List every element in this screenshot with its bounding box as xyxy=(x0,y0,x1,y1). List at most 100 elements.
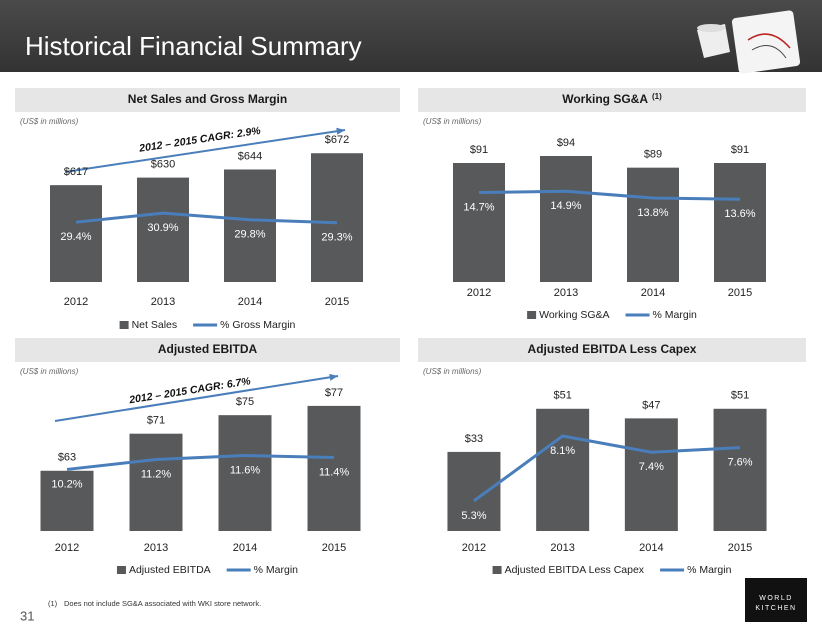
chart-title: Net Sales and Gross Margin xyxy=(128,92,287,106)
chart-title-text: Working SG&A xyxy=(562,92,648,106)
x-tick-label: 2012 xyxy=(55,542,79,554)
legend: Adjusted EBITDA Less Capex % Margin xyxy=(492,564,732,576)
x-tick-label: 2013 xyxy=(144,542,168,554)
line-value-label: 14.9% xyxy=(550,200,581,212)
chart-subtitle: (US$ in millions) xyxy=(423,117,482,126)
line-value-label: 29.3% xyxy=(321,232,352,244)
margin-line xyxy=(478,189,741,201)
x-tick-label: 2014 xyxy=(233,542,257,554)
chart-subtitle: (US$ in millions) xyxy=(423,367,482,376)
x-tick-label: 2014 xyxy=(639,542,663,554)
bar-value-label: $91 xyxy=(731,144,749,156)
legend-label: % Gross Margin xyxy=(220,319,295,331)
footnote-marker: (1) xyxy=(48,599,58,608)
x-tick-label: 2015 xyxy=(325,296,349,308)
legend: Adjusted EBITDA % Margin xyxy=(116,564,299,576)
legend-label: % Margin xyxy=(687,564,732,576)
chart-title-text: Adjusted EBITDA Less Capex xyxy=(528,342,697,356)
chart-title-bar xyxy=(418,88,806,112)
line-value-label: 13.8% xyxy=(637,207,668,219)
bar-value-label: $644 xyxy=(238,150,262,162)
cagr-arrow-head xyxy=(329,373,338,381)
page-title: Historical Financial Summary xyxy=(25,31,362,61)
bar-value-label: $51 xyxy=(731,390,749,402)
x-tick-label: 2015 xyxy=(322,542,346,554)
legend: Net Sales % Gross Margin xyxy=(119,319,296,331)
cagr-arrow xyxy=(64,129,346,173)
logo-text: WORLD xyxy=(759,595,793,602)
chart-title-note: (1) xyxy=(652,92,662,101)
line-value-label: 29.4% xyxy=(60,231,91,243)
bar xyxy=(50,185,102,282)
chart-title-text: Net Sales and Gross Margin xyxy=(128,92,287,106)
footnote: Does not include SG&A associated with WK… xyxy=(64,599,261,608)
bar xyxy=(218,415,272,531)
bar xyxy=(453,163,505,282)
bar-value-label: $91 xyxy=(470,144,488,156)
line-value-label: 14.7% xyxy=(463,201,494,213)
line-value-label: 5.3% xyxy=(461,510,486,522)
chart-title: Adjusted EBITDA Less Capex xyxy=(528,342,697,356)
line-value-label: 11.4% xyxy=(319,466,350,478)
legend-label: Adjusted EBITDA xyxy=(129,564,211,576)
line-value-label: 7.4% xyxy=(639,461,664,473)
line-value-label: 8.1% xyxy=(550,445,575,457)
chart-title-bar xyxy=(418,338,806,362)
bar xyxy=(311,153,363,282)
bar xyxy=(713,408,767,531)
bar xyxy=(624,418,678,531)
header-band xyxy=(0,0,822,72)
bar-value-label: $617 xyxy=(64,166,88,178)
bar xyxy=(714,163,766,282)
line-value-label: 13.6% xyxy=(724,208,755,220)
cagr-annotation: 2012 – 2015 CAGR: 6.7% xyxy=(128,375,253,406)
logo-box xyxy=(745,578,807,622)
line-value-label: 11.2% xyxy=(141,468,172,480)
cagr-arrow xyxy=(54,375,339,422)
chart-title-bar xyxy=(15,88,400,112)
line-value-label: 7.6% xyxy=(728,457,753,469)
legend-label: % Margin xyxy=(254,564,299,576)
line-value-label: 29.8% xyxy=(234,229,265,241)
chart-title: Adjusted EBITDA xyxy=(158,342,258,356)
legend: Working SG&A % Margin xyxy=(527,309,697,321)
x-tick-label: 2012 xyxy=(462,542,486,554)
bar xyxy=(627,167,679,282)
line-value-label: 10.2% xyxy=(51,478,82,490)
legend-swatch xyxy=(119,321,129,329)
legend-label: Working SG&A xyxy=(539,309,609,321)
chart-subtitle: (US$ in millions) xyxy=(20,117,79,126)
bar xyxy=(40,470,94,531)
margin-line xyxy=(75,211,338,225)
bar-value-label: $672 xyxy=(325,134,349,146)
bar-value-label: $77 xyxy=(325,387,343,399)
chart-title-text: Adjusted EBITDA xyxy=(158,342,258,356)
legend-swatch xyxy=(527,311,537,319)
bar xyxy=(307,405,361,531)
bar xyxy=(540,156,592,282)
bar-value-label: $47 xyxy=(642,399,660,411)
bar-value-label: $89 xyxy=(644,149,662,161)
x-tick-label: 2014 xyxy=(238,296,262,308)
legend-label: Adjusted EBITDA Less Capex xyxy=(505,564,645,576)
x-tick-label: 2013 xyxy=(151,296,175,308)
bar-value-label: $51 xyxy=(553,390,571,402)
bar xyxy=(536,408,590,531)
legend-swatch xyxy=(492,566,502,574)
margin-line xyxy=(473,434,741,503)
x-tick-label: 2012 xyxy=(467,287,491,299)
cagr-arrow-head xyxy=(336,127,345,135)
bar xyxy=(224,169,276,282)
header-image xyxy=(697,10,801,74)
bar xyxy=(447,451,501,531)
x-tick-label: 2015 xyxy=(728,542,752,554)
bar-value-label: $33 xyxy=(465,433,483,445)
legend-swatch xyxy=(116,566,126,574)
legend-label: Net Sales xyxy=(132,319,178,331)
bar xyxy=(137,177,189,282)
chart-subtitle: (US$ in millions) xyxy=(20,367,79,376)
line-value-label: 30.9% xyxy=(147,222,178,234)
line-value-label: 11.6% xyxy=(230,464,261,476)
x-tick-label: 2013 xyxy=(554,287,578,299)
